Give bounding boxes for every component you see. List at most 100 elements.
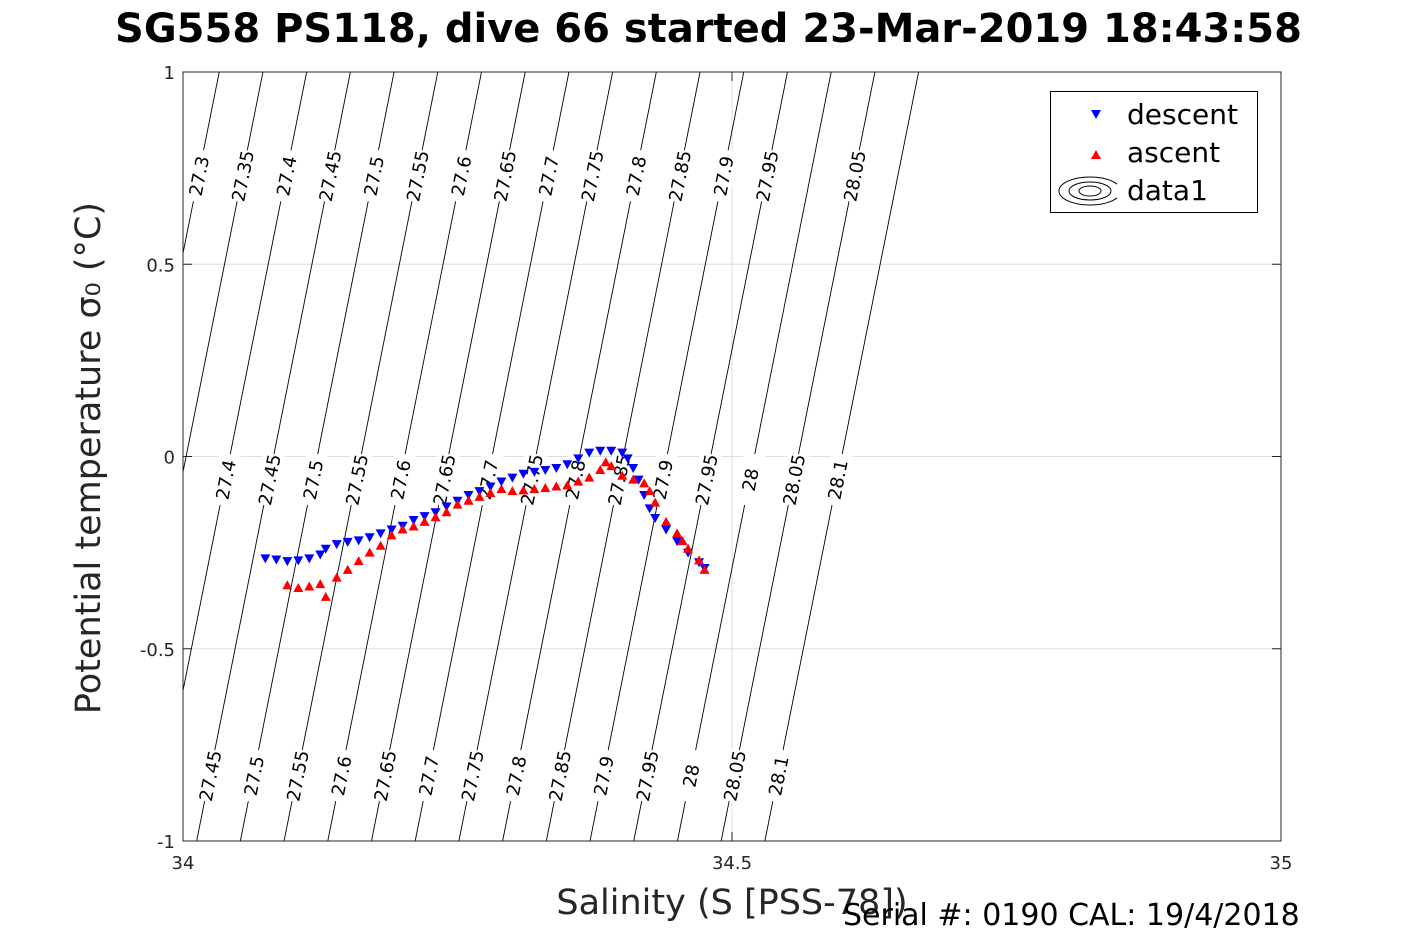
axis-ticks bbox=[182, 71, 1282, 842]
point-descent bbox=[573, 454, 584, 464]
isopycnal-label: 28.1 bbox=[821, 451, 854, 508]
point-descent bbox=[595, 446, 606, 456]
isopycnal-label: 27.6 bbox=[324, 747, 357, 804]
isopycnal-label-text: 28 bbox=[679, 763, 704, 790]
isopycnal-label-text: 27.55 bbox=[342, 453, 373, 508]
point-ascent bbox=[441, 507, 452, 517]
point-descent bbox=[606, 446, 617, 456]
y-tick-label: 1 bbox=[164, 63, 175, 84]
point-ascent bbox=[452, 499, 463, 509]
point-ascent bbox=[540, 483, 551, 493]
legend-entry-descent: descent bbox=[1051, 97, 1257, 133]
isopycnal-label-text: 27.9 bbox=[590, 754, 618, 797]
point-ascent bbox=[304, 581, 315, 591]
isopycnal-label-text: 28.05 bbox=[780, 453, 811, 508]
isopycnal-label-text: 28.1 bbox=[824, 458, 852, 501]
point-descent bbox=[633, 475, 644, 485]
isopycnal-label: 27.65 bbox=[488, 148, 521, 204]
point-ascent bbox=[375, 540, 386, 550]
isopycnal-label-text: 27.95 bbox=[753, 149, 784, 204]
isopycnal-label-text: 27.35 bbox=[228, 149, 259, 204]
isopycnal-label-text: 27.8 bbox=[623, 154, 651, 197]
point-descent bbox=[271, 555, 282, 565]
isopycnal-label: 28 bbox=[674, 747, 707, 804]
legend-label-descent: descent bbox=[1127, 98, 1238, 131]
point-ascent bbox=[518, 485, 529, 495]
isopycnal-label: 28.05 bbox=[777, 451, 811, 508]
point-ascent bbox=[282, 580, 293, 590]
isopycnal-label: 27.8 bbox=[619, 148, 652, 204]
isopycnal-label: 27.85 bbox=[663, 148, 696, 204]
isopycnal-label: 27.5 bbox=[357, 148, 390, 204]
point-descent bbox=[672, 537, 683, 547]
point-descent bbox=[364, 533, 375, 543]
isopycnal-label-text: 27.6 bbox=[328, 754, 356, 797]
point-ascent bbox=[573, 476, 584, 486]
isopycnal-label: 27.5 bbox=[296, 451, 329, 508]
serial-calibration-note: Serial #: 0190 CAL: 19/4/2018 bbox=[843, 898, 1300, 933]
isopycnal-label: 27.45 bbox=[313, 148, 346, 204]
point-ascent bbox=[342, 564, 353, 574]
x-tick-label: 34.5 bbox=[712, 853, 752, 874]
isopycnal-label-text: 27.85 bbox=[665, 149, 696, 204]
isopycnal-label: 28.05 bbox=[718, 747, 751, 804]
isopycnal-label: 27.95 bbox=[750, 148, 784, 204]
point-descent bbox=[540, 465, 551, 475]
point-descent bbox=[551, 464, 562, 474]
point-ascent bbox=[606, 461, 617, 471]
isopycnal-label-text: 27.75 bbox=[458, 749, 489, 804]
point-descent bbox=[463, 490, 474, 500]
isopycnal-label: 27.75 bbox=[456, 747, 489, 804]
point-descent bbox=[419, 512, 430, 522]
point-ascent bbox=[463, 495, 474, 505]
isopycnal-label: 27.95 bbox=[690, 451, 723, 508]
isopycnal-label: 27.3 bbox=[182, 148, 215, 204]
point-ascent bbox=[595, 464, 606, 474]
isopycnal-label: 27.45 bbox=[193, 747, 227, 804]
point-descent bbox=[496, 477, 507, 487]
point-descent bbox=[562, 460, 573, 470]
isopycnal-label: 27.5 bbox=[237, 747, 270, 804]
isopycnal-label-text: 27.3 bbox=[186, 154, 214, 197]
isopycnal-label-text: 27.8 bbox=[503, 754, 531, 797]
point-ascent bbox=[419, 516, 430, 526]
point-descent bbox=[282, 557, 293, 567]
x-tick-label: 34 bbox=[172, 853, 195, 874]
isopycnal-label: 28.05 bbox=[838, 148, 871, 204]
isopycnal-label-text: 27.65 bbox=[371, 749, 402, 804]
isopycnal-label: 28 bbox=[733, 451, 766, 508]
legend-entry-ascent: ascent bbox=[1051, 135, 1257, 171]
point-ascent bbox=[474, 491, 485, 501]
point-ascent bbox=[331, 572, 342, 582]
isopycnal-label: 27.4 bbox=[209, 451, 242, 508]
point-descent bbox=[644, 504, 655, 514]
isopycnal-label: 27.55 bbox=[401, 148, 434, 204]
isopycnal-label-text: 27.4 bbox=[212, 458, 240, 501]
point-descent bbox=[628, 464, 639, 474]
point-ascent bbox=[639, 478, 650, 488]
isopycnal-label: 27.9 bbox=[587, 747, 619, 804]
point-ascent bbox=[408, 521, 419, 531]
legend-marker-contour-icon bbox=[1058, 176, 1117, 206]
point-descent bbox=[617, 448, 628, 458]
isopycnal-label: 27.95 bbox=[630, 747, 664, 804]
isopycnal-label: 28.1 bbox=[762, 747, 794, 804]
point-descent bbox=[260, 554, 271, 564]
isopycnal-label-text: 27.6 bbox=[448, 154, 476, 197]
point-ascent bbox=[551, 481, 562, 491]
isopycnal-label-text: 27.95 bbox=[692, 453, 723, 508]
legend-marker-descent bbox=[1091, 110, 1101, 119]
point-ascent bbox=[430, 512, 441, 522]
isopycnal-label-text: 27.7 bbox=[535, 154, 563, 197]
point-ascent bbox=[293, 582, 304, 592]
isopycnal-label-text: 27.6 bbox=[387, 458, 415, 501]
point-ascent bbox=[386, 530, 397, 540]
x-axis-label: Salinity (S [PSS-78]) bbox=[556, 883, 907, 923]
point-descent bbox=[342, 537, 353, 547]
isopycnal-label: 27.55 bbox=[340, 451, 373, 508]
isopycnal-label: 27.55 bbox=[281, 747, 314, 804]
isopycnal-label: 27.4 bbox=[270, 148, 302, 204]
point-descent bbox=[315, 550, 326, 560]
point-ascent bbox=[529, 484, 540, 494]
isopycnal-label: 27.7 bbox=[532, 148, 565, 204]
